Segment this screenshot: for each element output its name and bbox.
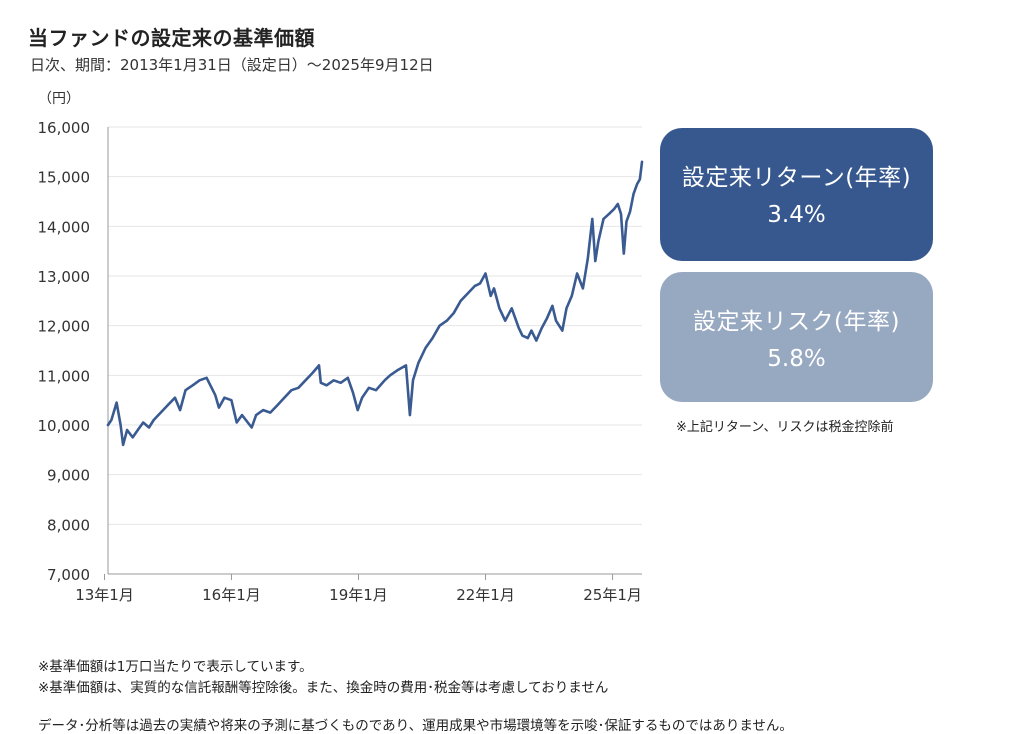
annual-return-value: 3.4% — [767, 202, 826, 228]
annual-risk-box: 設定来リスク(年率) 5.8% — [660, 272, 933, 402]
annual-return-box: 設定来リターン(年率) 3.4% — [660, 128, 933, 261]
disclaimer: データ･分析等は過去の実績や将来の予測に基づくものであり、運用成果や市場環境等を… — [38, 718, 793, 734]
y-tick-label: 15,000 — [38, 169, 91, 187]
y-tick-label: 14,000 — [38, 218, 91, 236]
annual-risk-value: 5.8% — [767, 346, 826, 372]
annual-return-label: 設定来リターン(年率) — [681, 165, 912, 191]
y-tick-label: 13,000 — [38, 268, 91, 286]
y-tick-label: 16,000 — [38, 119, 91, 137]
footnote-fees: ※基準価額は、実質的な信託報酬等控除後。また、換金時の費用･税金等は考慮しており… — [38, 680, 609, 696]
x-tick-labels: 13年1月 16年1月 19年1月 22年1月 25年1月 — [75, 586, 642, 604]
chart-title: 当ファンドの設定来の基準価額 — [28, 26, 315, 50]
y-tick-label: 12,000 — [38, 318, 91, 336]
grid-lines — [108, 126, 642, 525]
tax-note: ※上記リターン、リスクは税金控除前 — [676, 420, 894, 435]
nav-series-line — [106, 160, 644, 447]
y-tick-labels: 7,000 8,000 9,000 10,000 11,000 12,000 13,000 1… — [38, 119, 91, 584]
annual-risk-label: 設定来リスク(年率) — [693, 309, 900, 335]
axes — [104, 127, 642, 580]
y-tick-label: 11,000 — [38, 367, 91, 385]
x-tick-label: 25年1月 — [583, 586, 642, 604]
footnote-per-units: ※基準価額は1万口当たりで表示しています。 — [38, 659, 313, 675]
x-tick-label: 22年1月 — [456, 586, 515, 604]
y-tick-label: 7,000 — [47, 566, 90, 584]
y-tick-label: 10,000 — [38, 417, 91, 435]
chart-subtitle: 日次、期間：2013年1月31日（設定日）～2025年9月12日 — [30, 56, 434, 74]
x-tick-label: 13年1月 — [75, 586, 134, 604]
y-axis-unit: （円） — [38, 91, 80, 107]
y-tick-label: 9,000 — [47, 467, 90, 485]
y-tick-label: 8,000 — [47, 516, 90, 534]
series-layer — [106, 160, 644, 447]
x-tick-label: 16年1月 — [202, 586, 261, 604]
x-tick-label: 19年1月 — [329, 586, 388, 604]
